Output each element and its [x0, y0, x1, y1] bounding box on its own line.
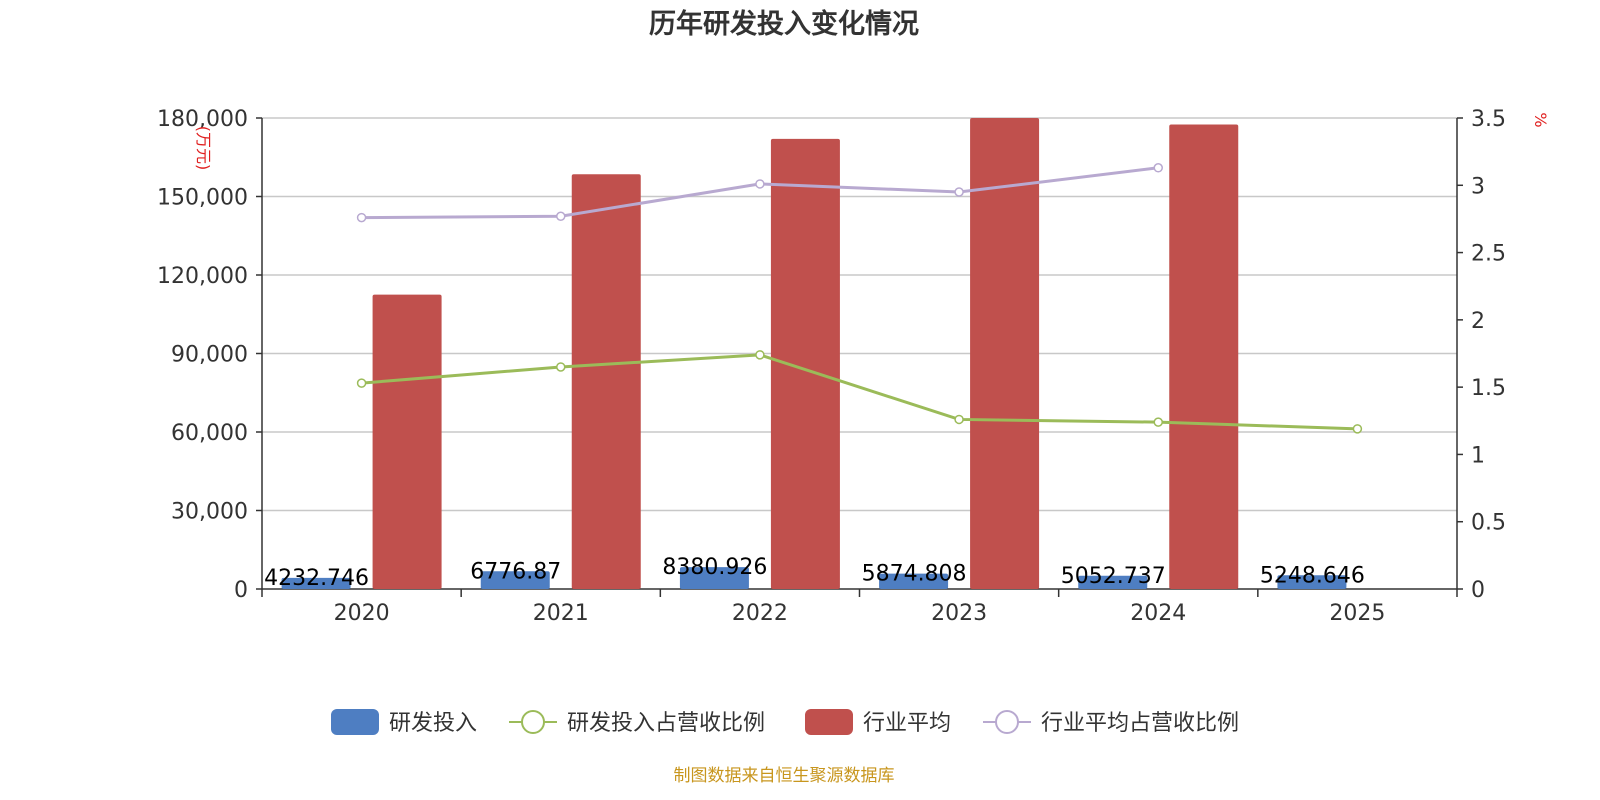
- left-axis-unit: (万元): [194, 126, 213, 171]
- data-labels: 4232.746 6776.87 8380.926 5874.808 5052.737 5…: [264, 555, 1365, 591]
- data-label: 5248.646: [1260, 563, 1365, 588]
- bars: [281, 118, 1347, 590]
- bar-industry-average: [1169, 124, 1239, 590]
- legend-swatch: [805, 709, 853, 735]
- chart-title: 历年研发投入变化情况: [649, 8, 919, 40]
- right-tick-label: 3: [1471, 174, 1485, 199]
- left-tick-label: 150,000: [157, 186, 248, 211]
- bar-industry-average: [571, 174, 641, 589]
- bar-rd-investment: [480, 571, 550, 589]
- bar-industry-average: [970, 118, 1040, 589]
- bar-industry-average: [770, 138, 840, 589]
- point-rd-ratio: [356, 378, 367, 388]
- legend-swatch: [331, 709, 379, 735]
- point-rd-ratio: [556, 362, 566, 372]
- x-tick-label: 2025: [1329, 601, 1385, 626]
- legend-label: 行业平均: [863, 711, 951, 736]
- axes: 0 30,000 60,000 90,000 120,000 150,000 180,000…: [157, 107, 1506, 626]
- bar-industry-average: [372, 294, 442, 589]
- bar-rd-investment: [679, 567, 749, 589]
- left-tick-label: 180,000: [157, 107, 248, 132]
- point-rd-ratio: [1153, 417, 1163, 427]
- left-tick-label: 0: [234, 578, 248, 603]
- right-tick-label: 1: [1471, 443, 1485, 468]
- right-tick-label: 0.5: [1471, 511, 1506, 536]
- data-label: 5052.737: [1061, 564, 1166, 589]
- bar-rd-investment: [1277, 575, 1347, 589]
- legend-industry-ratio: 行业平均占营收比例: [983, 710, 1239, 736]
- right-axis-unit: %: [1531, 112, 1550, 127]
- x-tick-label: 2020: [334, 601, 390, 626]
- point-rd-ratio: [755, 350, 765, 360]
- line-rd-ratio: [361, 353, 1358, 431]
- left-tick-label: 120,000: [157, 264, 248, 289]
- grid: [262, 117, 1457, 512]
- point-industry-ratio: [356, 212, 367, 223]
- legend-label: 研发投入占营收比例: [567, 711, 765, 736]
- legend-swatch-marker: [995, 710, 1019, 734]
- right-tick-label: 3.5: [1471, 107, 1506, 132]
- x-tick-label: 2021: [533, 601, 589, 626]
- legend-label: 行业平均占营收比例: [1041, 711, 1239, 736]
- point-industry-ratio: [1153, 163, 1163, 173]
- data-label: 8380.926: [662, 555, 767, 580]
- bar-rd-investment: [1078, 575, 1148, 589]
- legend-swatch-marker: [521, 710, 545, 734]
- left-tick-label: 30,000: [171, 500, 248, 525]
- legend-rd-investment: 研发投入: [331, 709, 477, 736]
- data-label: 4232.746: [264, 566, 369, 591]
- point-industry-ratio: [954, 187, 964, 197]
- right-tick-label: 2.5: [1471, 242, 1506, 267]
- left-tick-label: 60,000: [171, 421, 248, 446]
- point-industry-ratio: [755, 179, 765, 189]
- right-tick-label: 2: [1471, 309, 1485, 334]
- right-tick-label: 0: [1471, 578, 1485, 603]
- left-tick-label: 90,000: [171, 343, 248, 368]
- bar-rd-investment: [281, 577, 351, 589]
- point-industry-ratio: [556, 211, 566, 221]
- right-tick-label: 1.5: [1471, 376, 1506, 401]
- x-tick-label: 2023: [931, 601, 987, 626]
- legend-label: 研发投入: [389, 711, 477, 736]
- point-rd-ratio: [954, 414, 964, 425]
- data-label: 5874.808: [862, 562, 967, 587]
- legend: 研发投入 研发投入占营收比例 行业平均 行业平均占营收比例: [331, 709, 1239, 736]
- data-label: 6776.87: [470, 559, 561, 584]
- point-rd-ratio: [1352, 424, 1363, 434]
- legend-industry-average: 行业平均: [805, 709, 951, 736]
- bar-rd-investment: [879, 573, 949, 589]
- legend-rd-ratio: 研发投入占营收比例: [509, 710, 765, 736]
- source-note: 制图数据来自恒生聚源数据库: [674, 766, 895, 786]
- x-tick-label: 2022: [732, 601, 788, 626]
- lines: [356, 163, 1363, 434]
- x-tick-label: 2024: [1130, 601, 1186, 626]
